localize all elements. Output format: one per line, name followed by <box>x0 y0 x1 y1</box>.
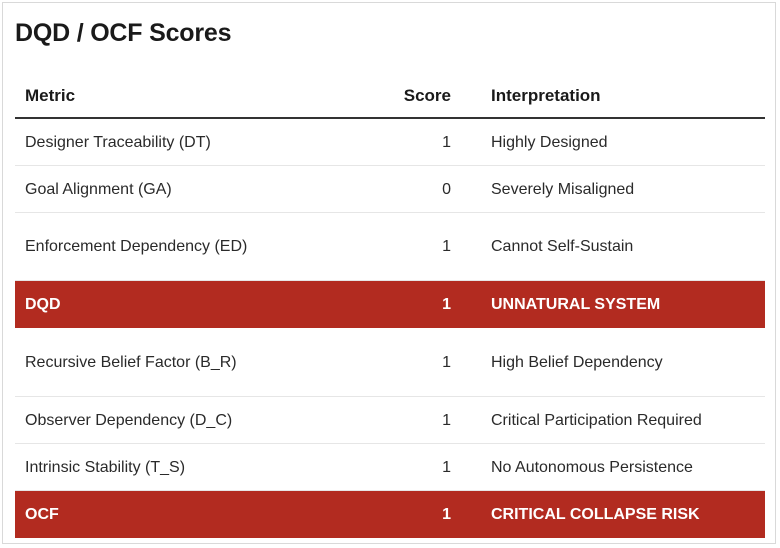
scores-table: Metric Score Interpretation Designer Tra… <box>15 75 765 538</box>
metric-cell: Recursive Belief Factor (B_R) <box>15 327 275 397</box>
score-cell: 0 <box>275 165 459 213</box>
table-row: Observer Dependency (D_C) 1 Critical Par… <box>15 396 765 444</box>
interpretation-cell: UNNATURAL SYSTEM <box>459 280 765 328</box>
metric-cell: OCF <box>15 490 275 538</box>
metric-cell: Designer Traceability (DT) <box>15 118 275 166</box>
metric-cell: Observer Dependency (D_C) <box>15 396 275 444</box>
column-header-metric: Metric <box>15 75 275 119</box>
metric-cell: DQD <box>15 280 275 328</box>
interpretation-cell: High Belief Dependency <box>459 327 765 397</box>
table-row: Intrinsic Stability (T_S) 1 No Autonomou… <box>15 443 765 491</box>
score-cell: 1 <box>275 327 459 397</box>
table-row: Designer Traceability (DT) 1 Highly Desi… <box>15 118 765 166</box>
score-cell: 1 <box>275 396 459 444</box>
metric-cell: Goal Alignment (GA) <box>15 165 275 213</box>
metric-cell: Intrinsic Stability (T_S) <box>15 443 275 491</box>
interpretation-cell: Highly Designed <box>459 118 765 166</box>
interpretation-cell: Critical Participation Required <box>459 396 765 444</box>
table-header-row: Metric Score Interpretation <box>15 75 765 119</box>
page-title: DQD / OCF Scores <box>15 19 232 47</box>
score-cell: 1 <box>275 443 459 491</box>
column-header-interpretation: Interpretation <box>459 75 765 119</box>
score-cell: 1 <box>275 490 459 538</box>
table-row: Goal Alignment (GA) 0 Severely Misaligne… <box>15 165 765 213</box>
table-row: Recursive Belief Factor (B_R) 1 High Bel… <box>15 327 765 397</box>
table-row: Enforcement Dependency (ED) 1 Cannot Sel… <box>15 212 765 281</box>
summary-row-ocf: OCF 1 CRITICAL COLLAPSE RISK <box>15 490 765 538</box>
column-header-score: Score <box>275 75 459 119</box>
score-cell: 1 <box>275 118 459 166</box>
score-cell: 1 <box>275 212 459 281</box>
interpretation-cell: Cannot Self-Sustain <box>459 212 765 281</box>
interpretation-cell: No Autonomous Persistence <box>459 443 765 491</box>
metric-cell: Enforcement Dependency (ED) <box>15 212 275 281</box>
summary-row-dqd: DQD 1 UNNATURAL SYSTEM <box>15 280 765 328</box>
interpretation-cell: CRITICAL COLLAPSE RISK <box>459 490 765 538</box>
interpretation-cell: Severely Misaligned <box>459 165 765 213</box>
score-cell: 1 <box>275 280 459 328</box>
